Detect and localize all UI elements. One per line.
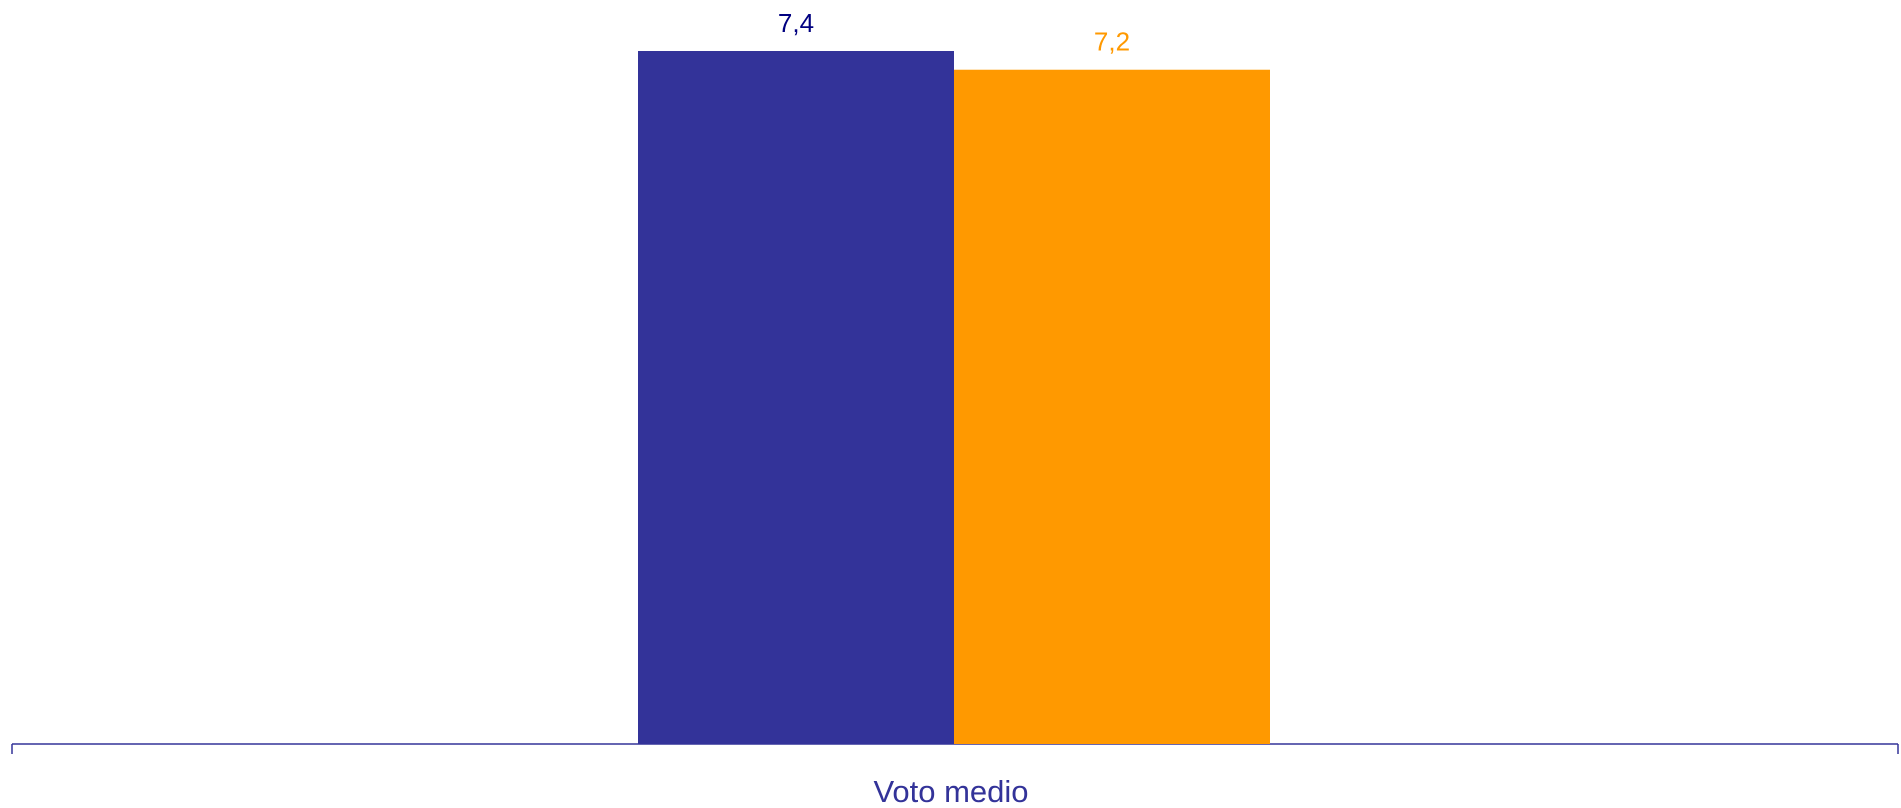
bar-series-1 xyxy=(638,51,954,744)
value-label-series-1: 7,4 xyxy=(778,8,814,38)
bars-group xyxy=(638,51,1270,744)
category-label-voto-medio: Voto medio xyxy=(873,774,1028,808)
x-axis xyxy=(11,743,1899,754)
bar-series-2 xyxy=(954,69,1270,744)
value-label-series-2: 7,2 xyxy=(1094,27,1130,57)
value-labels-group: 7,4 7,2 xyxy=(778,8,1130,57)
